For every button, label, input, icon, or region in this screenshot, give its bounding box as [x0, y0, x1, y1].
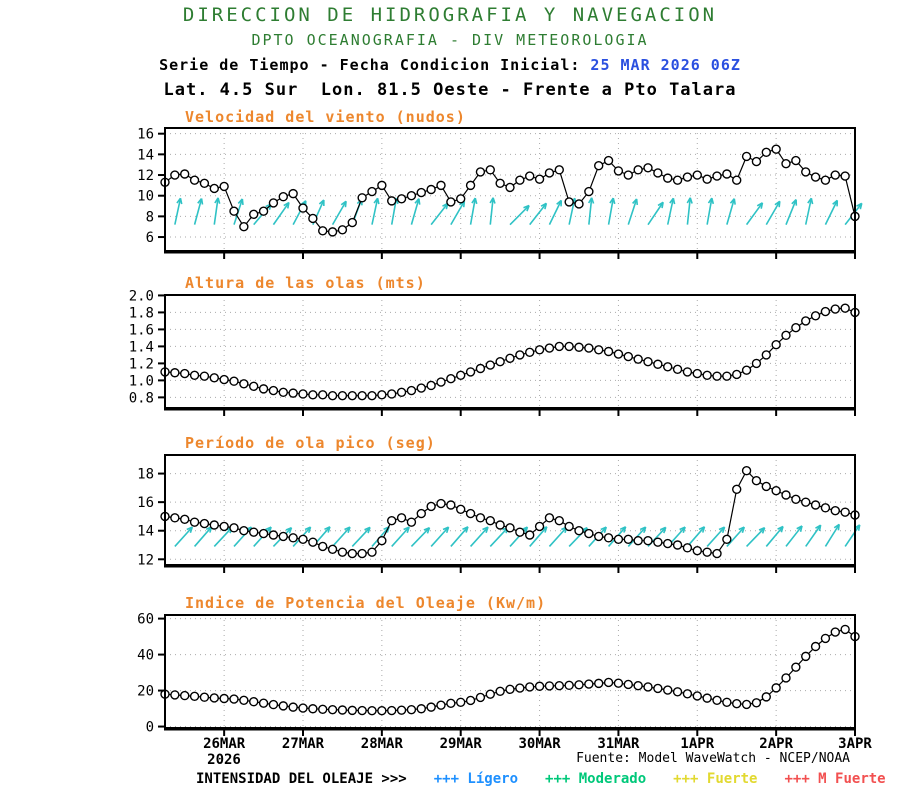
- svg-text:10: 10: [137, 189, 154, 205]
- svg-text:16: 16: [137, 495, 154, 511]
- legend-item-moderado: +++ Moderado: [545, 771, 647, 787]
- panel-title-wave-power: Indice de Potencia del Oleaje (Kw/m): [185, 594, 547, 612]
- svg-text:60: 60: [137, 612, 154, 628]
- initial-condition-line: Serie de Tiempo - Fecha Condicion Inicia…: [0, 56, 900, 74]
- svg-text:16: 16: [137, 127, 154, 143]
- svg-text:30MAR: 30MAR: [518, 736, 561, 752]
- initial-condition-date: 25 MAR 2026 06Z: [590, 56, 741, 74]
- svg-text:1.4: 1.4: [129, 339, 154, 355]
- legend-item-m-fuerte: +++ M Fuerte: [784, 771, 886, 787]
- svg-text:26MAR: 26MAR: [203, 736, 246, 752]
- x-axis-year-label: 2026: [207, 752, 241, 768]
- svg-text:1.2: 1.2: [129, 356, 154, 372]
- location-line: Lat. 4.5 Sur Lon. 81.5 Oeste - Frente a …: [163, 80, 737, 100]
- svg-text:0.8: 0.8: [129, 390, 154, 406]
- svg-text:1APR: 1APR: [680, 736, 714, 752]
- svg-text:14: 14: [137, 147, 154, 163]
- svg-text:18: 18: [137, 467, 154, 483]
- svg-text:40: 40: [137, 648, 154, 664]
- svg-text:27MAR: 27MAR: [282, 736, 325, 752]
- panel-title-peak-period: Período de ola pico (seg): [185, 434, 436, 452]
- page-subtitle: DPTO OCEANOGRAFIA - DIV METEOROLOGIA: [251, 31, 649, 49]
- legend-title: INTENSIDAD DEL OLEAJE >>>: [196, 771, 407, 787]
- svg-text:6: 6: [146, 230, 154, 246]
- data-source-note: Fuente: Model WaveWatch - NCEP/NOAA: [576, 751, 850, 766]
- svg-text:28MAR: 28MAR: [361, 736, 404, 752]
- svg-text:29MAR: 29MAR: [440, 736, 483, 752]
- page-title: DIRECCION DE HIDROGRAFIA Y NAVEGACION: [182, 4, 718, 26]
- svg-text:8: 8: [146, 209, 154, 225]
- initial-condition-label: Serie de Tiempo - Fecha Condicion Inicia…: [159, 56, 591, 74]
- wave-intensity-legend: INTENSIDAD DEL OLEAJE >>> +++ Lígero +++…: [196, 771, 886, 787]
- svg-text:20: 20: [137, 684, 154, 700]
- svg-text:12: 12: [137, 168, 154, 184]
- svg-text:14: 14: [137, 524, 154, 540]
- panel-title-wind-speed: Velocidad del viento (nudos): [185, 108, 466, 126]
- svg-text:1.8: 1.8: [129, 305, 154, 321]
- svg-text:2.0: 2.0: [129, 288, 154, 304]
- panel-title-wave-height: Altura de las olas (mts): [185, 274, 426, 292]
- svg-text:31MAR: 31MAR: [597, 736, 640, 752]
- legend-item-ligero: +++ Lígero: [433, 771, 519, 787]
- legend-item-fuerte: +++ Fuerte: [673, 771, 758, 787]
- svg-text:1.6: 1.6: [129, 322, 154, 338]
- svg-text:0: 0: [146, 720, 154, 736]
- svg-text:12: 12: [137, 552, 154, 568]
- svg-text:1.0: 1.0: [129, 373, 154, 389]
- svg-text:2APR: 2APR: [759, 736, 793, 752]
- svg-text:3APR: 3APR: [838, 736, 872, 752]
